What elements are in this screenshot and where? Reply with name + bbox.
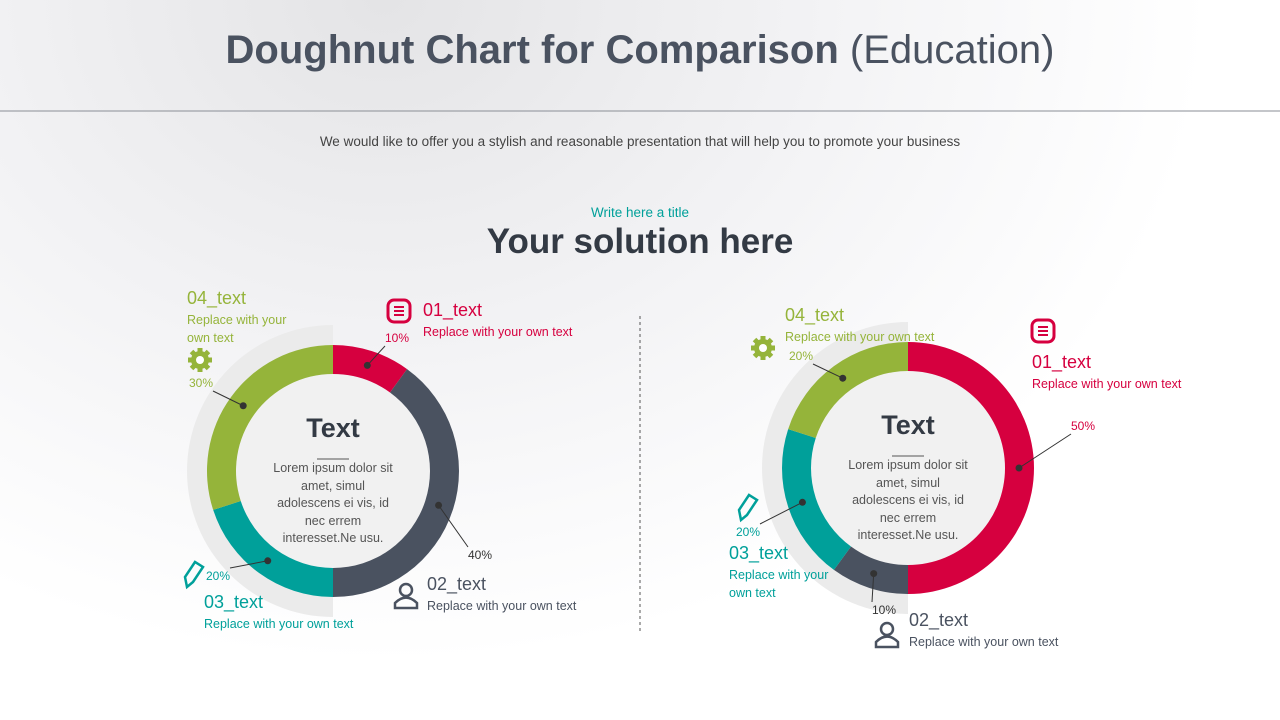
- doughnut-segment: [908, 342, 1034, 594]
- leader-line: [812, 363, 843, 379]
- icon-pencil: [183, 560, 205, 590]
- leader-dot: [435, 501, 443, 509]
- value-label: 40%: [468, 548, 492, 562]
- category-description: Replace with your own text: [204, 617, 354, 631]
- title-suffix: (Education): [849, 28, 1055, 72]
- category-description: Replace with your own text: [187, 313, 287, 345]
- doughnut-segment: [333, 369, 459, 597]
- center-text: Lorem ipsum dolor sit amet, simul adoles…: [273, 461, 393, 545]
- icon-person: [398, 582, 414, 598]
- icon-gear: [759, 344, 767, 352]
- leader-dot: [264, 557, 272, 565]
- category-description: Replace with your own text: [729, 568, 829, 600]
- leader-dot: [239, 402, 247, 410]
- leader-line: [871, 573, 875, 603]
- kicker: Write here a title: [590, 205, 690, 220]
- icon-person: [879, 621, 895, 637]
- category-name: 03_text: [204, 592, 264, 612]
- category-description: Replace with your own text: [1032, 377, 1182, 391]
- value-label: 20%: [789, 349, 813, 363]
- category-name: 03_text: [729, 543, 789, 563]
- category-name: 02_text: [427, 574, 487, 594]
- heading: Your solution here: [486, 222, 794, 261]
- category-name: 04_text: [785, 305, 845, 325]
- value-label: 30%: [189, 376, 213, 390]
- subtitle: We would like to offer you a stylish and…: [319, 134, 961, 149]
- category-description: Replace with your own text: [427, 599, 577, 613]
- category-description: Replace with your own text: [909, 635, 1059, 649]
- icon-gear: [196, 356, 204, 364]
- title: Doughnut Chart for Comparison (Education…: [0, 28, 1280, 73]
- leader-dot: [870, 570, 878, 578]
- leader-dot: [363, 361, 371, 369]
- leader-line: [229, 560, 268, 569]
- value-label: 20%: [206, 569, 230, 583]
- doughnut-segment: [333, 345, 408, 393]
- icon-doc: [1030, 318, 1056, 344]
- leader-line: [1018, 433, 1072, 469]
- leader-dot: [839, 374, 847, 382]
- category-name: 02_text: [909, 610, 969, 630]
- icon-person: [393, 596, 419, 610]
- category-name: 04_text: [187, 288, 247, 308]
- category-name: 01_text: [1032, 352, 1092, 372]
- value-label: 10%: [872, 603, 896, 617]
- doughnut-segment: [788, 342, 908, 439]
- category-description: Replace with your own text: [785, 330, 935, 344]
- doughnut-segment: [782, 429, 851, 570]
- center-text: Lorem ipsum dolor sit amet, simul adoles…: [848, 458, 968, 542]
- doughnut-segment: [833, 546, 908, 594]
- doughnut-segment: [207, 345, 333, 510]
- value-label: 10%: [385, 331, 409, 345]
- icon-pencil: [737, 493, 759, 523]
- center-title: Text: [881, 410, 935, 440]
- doughnut-segment: [213, 500, 333, 597]
- leader-line: [438, 505, 469, 548]
- leader-line: [759, 501, 803, 525]
- center-disc: [811, 371, 1005, 565]
- category-description: Replace with your own text: [423, 325, 573, 339]
- leader-line: [212, 390, 244, 407]
- value-label: 20%: [736, 525, 760, 539]
- leader-dot: [798, 498, 806, 506]
- icon-person: [874, 635, 900, 649]
- center-title: Text: [306, 413, 360, 443]
- category-name: 01_text: [423, 300, 483, 320]
- leader-dot: [1015, 464, 1023, 472]
- title-main: Doughnut Chart for Comparison: [225, 28, 839, 72]
- icon-doc: [386, 298, 412, 324]
- value-label: 50%: [1071, 419, 1095, 433]
- leader-line: [366, 345, 386, 366]
- center-disc: [236, 374, 430, 568]
